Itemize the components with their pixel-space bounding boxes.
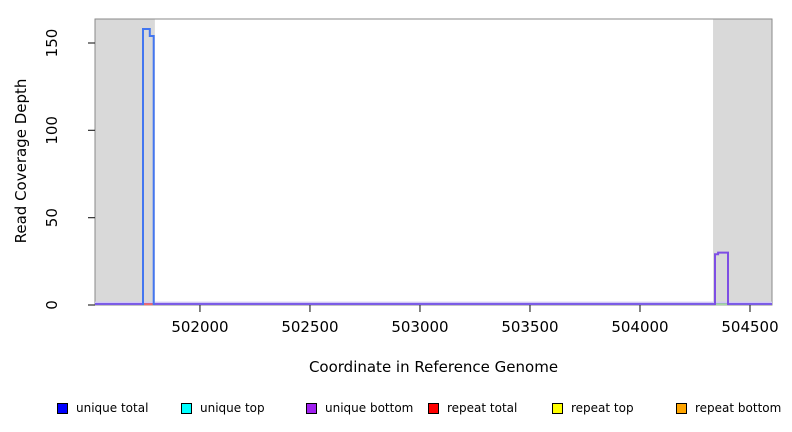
plot-border	[94, 18, 773, 306]
unique-top-swatch-icon	[181, 402, 192, 414]
legend: unique total unique top unique bottom re…	[0, 399, 792, 419]
x-axis-tick-label: 503000	[391, 318, 448, 336]
repeat-top-swatch-icon	[552, 402, 563, 414]
repeat-bottom-swatch-icon	[676, 402, 687, 414]
left-shaded-region	[95, 19, 155, 305]
x-axis-tick-label: 504500	[721, 318, 778, 336]
x-axis-tick-label: 503500	[501, 318, 558, 336]
legend-item-repeat-total: repeat total	[428, 399, 517, 417]
x-axis-tick-label: 502000	[171, 318, 228, 336]
y-axis-tick-label: 0	[43, 300, 61, 310]
x-axis-title: Coordinate in Reference Genome	[308, 358, 559, 376]
legend-label: repeat bottom	[695, 401, 782, 415]
x-axis-tick-label: 504000	[611, 318, 668, 336]
legend-item-unique-total: unique total	[57, 399, 148, 417]
x-axis-tick-label: 502500	[281, 318, 338, 336]
legend-item-unique-top: unique top	[181, 399, 265, 417]
legend-label: unique total	[76, 401, 149, 415]
repeat-total-swatch-icon	[428, 402, 439, 414]
y-axis-tick-label: 150	[43, 29, 61, 58]
legend-label: repeat total	[447, 401, 518, 415]
legend-item-repeat-bottom: repeat bottom	[676, 399, 781, 417]
legend-item-repeat-top: repeat top	[552, 399, 634, 417]
right-shaded-region	[713, 19, 772, 305]
legend-label: repeat top	[571, 401, 634, 415]
y-axis-title: Read Coverage Depth	[12, 78, 30, 244]
legend-label: unique bottom	[325, 401, 414, 415]
y-axis-tick-label: 50	[43, 208, 61, 227]
series-line-unique-bottom	[714, 251, 729, 305]
unique-bottom-swatch-icon	[306, 402, 317, 414]
unique-total-swatch-icon	[57, 402, 68, 414]
legend-item-unique-bottom: unique bottom	[306, 399, 413, 417]
y-axis-tick-label: 100	[43, 116, 61, 145]
series-line-unique-total	[142, 28, 155, 305]
legend-label: unique top	[200, 401, 265, 415]
